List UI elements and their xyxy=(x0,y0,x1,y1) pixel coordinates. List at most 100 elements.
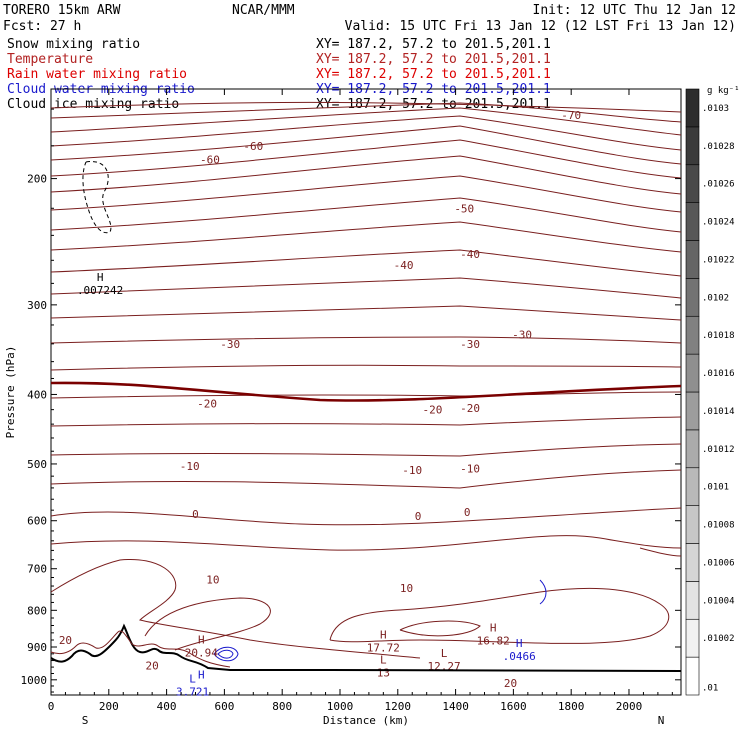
extremum-kind-7: H xyxy=(97,271,104,284)
forecast-hour: Fcst: 27 h xyxy=(3,19,81,34)
axes: 0 200 400 600 800 1000 1200 1400 1600 1800 2000200… xyxy=(21,89,681,713)
y-tick-label-1: 300 xyxy=(27,299,47,312)
isotherm-20 xyxy=(50,535,682,551)
isotherm-1 xyxy=(50,102,682,123)
y-axis-label: Pressure (hPa) xyxy=(4,346,17,439)
x-tick-label-10: 2000 xyxy=(616,700,643,713)
isotherm-13 xyxy=(50,336,682,344)
isotherm-14 xyxy=(50,364,682,371)
colorbar-label-6: .01012 xyxy=(702,445,735,455)
cloud-water-contour-inner xyxy=(217,649,234,659)
colorbar-swatch-13 xyxy=(685,164,700,203)
contour-label--10-0: -10 xyxy=(180,460,200,473)
contour-label--40-0: -40 xyxy=(394,259,414,272)
colorbar-label-13: .01026 xyxy=(702,180,735,190)
colorbar-label-10: .0102 xyxy=(702,293,729,303)
colorbar-label-9: .01018 xyxy=(702,331,735,341)
extremum-value-2: 16.82 xyxy=(477,634,510,647)
legend-xy-2: XY= 187.2, 57.2 to 201.5,201.1 xyxy=(316,67,551,82)
colorbar-label-0: .01 xyxy=(702,683,718,693)
extremum-kind-4: L xyxy=(441,647,448,660)
colorbar-label-12: .01024 xyxy=(702,218,735,228)
colorbar: .01 .01002 .01004 .01006 .01008 .0101 .01012 .0… xyxy=(685,88,735,696)
legend-xy-4: XY= 187.2, 57.2 to 201.5,201.1 xyxy=(316,97,551,112)
extremum-value-1: 17.72 xyxy=(367,642,400,655)
south-label: S xyxy=(82,714,89,727)
terrain-profile xyxy=(50,623,682,672)
low-contour-0 xyxy=(50,558,421,659)
colorbar-label-1: .01002 xyxy=(702,634,735,644)
colorbar-swatch-7 xyxy=(685,391,700,431)
contour-label--60-1: -60 xyxy=(243,140,263,153)
isotherm-0 xyxy=(50,101,682,113)
colorbar-swatch-3 xyxy=(685,543,700,582)
x-tick-label-5: 1000 xyxy=(327,700,354,713)
isotherm-4 xyxy=(50,125,682,165)
valid-time: Valid: 15 UTC Fri 13 Jan 12 (12 LST Fri … xyxy=(345,19,736,34)
colorbar-swatch-9 xyxy=(685,315,700,355)
contour-label--30-1: -30 xyxy=(460,338,480,351)
contour-label-10-1: 10 xyxy=(400,582,413,595)
low-contour-2 xyxy=(329,587,670,644)
contour-label--10-2: -10 xyxy=(460,462,480,475)
legend-field-1: Temperature xyxy=(7,52,93,67)
x-tick-label-1: 200 xyxy=(99,700,119,713)
legend-xy-0: XY= 187.2, 57.2 to 201.5,201.1 xyxy=(316,37,551,52)
contour-label--30-0: -30 xyxy=(220,338,240,351)
x-tick-label-2: 400 xyxy=(157,700,177,713)
y-tick-label-2: 400 xyxy=(27,388,47,401)
extremum-value-3: 13 xyxy=(377,667,390,680)
isotherm-3 xyxy=(50,115,682,151)
contour-label--60-0: -60 xyxy=(200,153,220,166)
isotherm-11 xyxy=(50,277,682,299)
y-tick-label-3: 500 xyxy=(27,458,47,471)
extremum-kind-2: H xyxy=(490,621,497,634)
contour-label-20-0: 20 xyxy=(59,634,72,647)
contour-label--20-0: -20 xyxy=(197,398,217,411)
colorbar-swatch-15 xyxy=(685,88,700,128)
colorbar-label-15: .0103 xyxy=(702,104,729,114)
legend-field-0: Snow mixing ratio xyxy=(7,37,140,52)
colorbar-swatch-14 xyxy=(685,126,700,166)
colorbar-swatch-8 xyxy=(685,353,700,393)
temperature-contours xyxy=(50,101,682,662)
x-tick-label-4: 800 xyxy=(272,700,292,713)
y-tick-label-0: 200 xyxy=(27,173,47,186)
extremum-value-7: .007242 xyxy=(77,284,123,297)
extrema-labels: H20.94H17.72H16.82L13L12.27L3.721HH.0072… xyxy=(77,271,536,698)
y-tick-label-8: 1000 xyxy=(21,674,48,687)
contour-label-20-1: 20 xyxy=(146,659,159,672)
legend-field-2: Rain water mixing ratio xyxy=(7,67,187,82)
extremum-kind-1: H xyxy=(380,629,387,642)
contour-label--10-1: -10 xyxy=(402,464,422,477)
contour-label-0-1: 0 xyxy=(415,510,422,523)
cloud-water-contour-east xyxy=(539,579,547,605)
isotherm-2 xyxy=(50,107,682,136)
x-tick-label-7: 1400 xyxy=(442,700,469,713)
isotherm-19 xyxy=(50,507,682,526)
init-time: Init: 12 UTC Thu 12 Jan 12 xyxy=(533,3,737,18)
colorbar-swatch-6 xyxy=(685,429,700,469)
y-tick-label-7: 900 xyxy=(27,641,47,654)
colorbar-label-2: .01004 xyxy=(702,596,735,606)
low-contour-4 xyxy=(639,547,682,557)
colorbar-label-11: .01022 xyxy=(702,255,735,265)
x-tick-label-0: 0 xyxy=(48,700,55,713)
extremum-kind-5: L xyxy=(189,672,196,685)
extremum-kind-3: L xyxy=(380,654,387,667)
contour-label-0-2: 0 xyxy=(464,506,471,519)
isotherm-18 xyxy=(50,469,682,489)
isotherm-9 xyxy=(50,221,682,253)
extremum-kind-0: H xyxy=(198,634,205,647)
colorbar-swatch-0 xyxy=(685,656,700,696)
cloud-water-contour xyxy=(213,646,239,662)
x-axis-label: Distance (km) xyxy=(323,714,409,727)
colorbar-swatch-12 xyxy=(685,202,700,241)
y-tick-label-6: 800 xyxy=(27,604,47,617)
model-title: TORERO 15km ARW xyxy=(3,3,121,18)
colorbar-swatch-5 xyxy=(685,467,700,506)
colorbar-label-4: .01008 xyxy=(702,521,735,531)
terrain-temp-line xyxy=(50,630,231,668)
terrain-line xyxy=(50,623,682,672)
